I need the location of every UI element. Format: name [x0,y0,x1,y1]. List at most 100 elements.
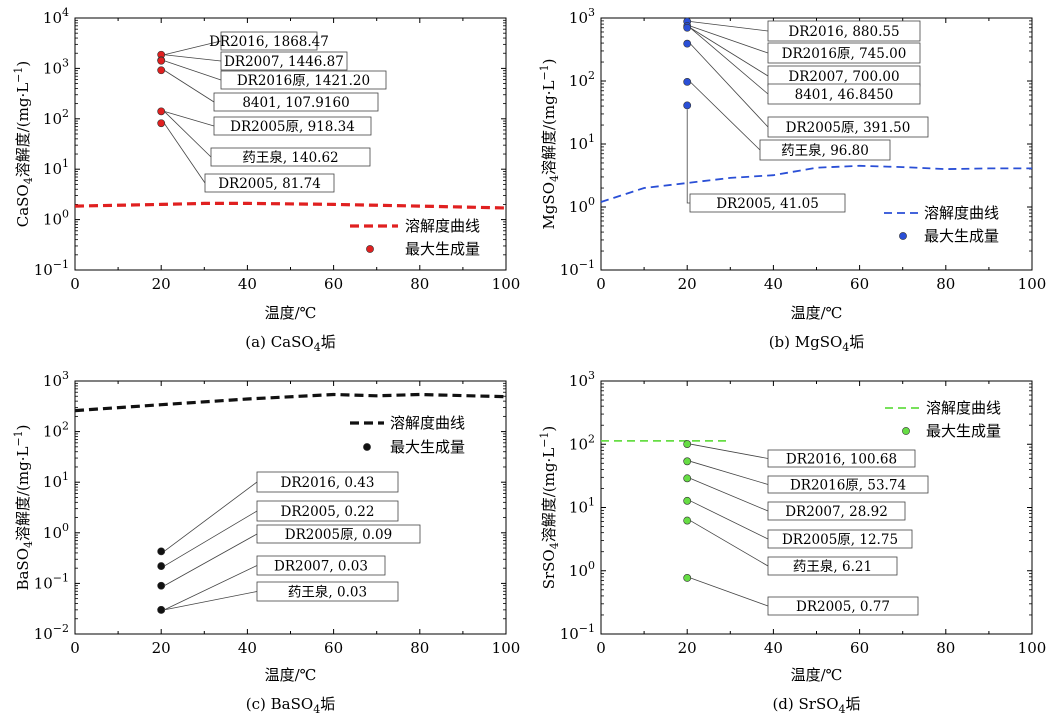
legend-point-swatch [899,232,907,240]
y-tick-base: 10 [569,198,588,216]
y-tick-base: 10 [569,435,588,453]
y-label-sup: −1 [12,67,25,83]
y-tick-label: 103 [569,369,595,390]
y-tick-exponent: 3 [62,56,69,69]
caption-post: 垢 [846,695,861,713]
annotation-label: 药王泉, 96.80 [781,142,869,159]
x-tick-label: 0 [70,275,80,293]
data-point [157,119,166,128]
annotation-label: DR2005原, 918.34 [230,119,355,135]
leader-line [163,69,215,103]
annotation-box [256,471,399,493]
y-label-post: ) [540,58,558,64]
x-tick-label: 80 [410,639,429,657]
leader-line [686,109,690,204]
annotation-box [256,524,421,544]
data-point [157,66,166,75]
leader-line [690,477,769,512]
leader-line [689,27,769,77]
x-axis-label: 温度/℃ [791,304,843,322]
y-tick-base: 10 [569,72,588,90]
legend-point-swatch [366,245,374,253]
x-tick-label: 20 [678,275,697,293]
annotation-label: DR2007, 0.03 [274,559,368,575]
y-label-sub: 4 [22,177,35,184]
y-tick-label: 10−1 [560,622,595,643]
leader-line [164,565,258,611]
panel-caption: (c) BaSO4垢 [246,695,335,714]
y-tick-label: 103 [43,56,69,77]
leader-line [163,122,206,184]
data-point [683,574,692,582]
y-tick-label: 100 [569,195,595,216]
y-tick-label: 100 [43,208,69,229]
data-point [683,496,692,505]
y-label-mid: 溶解度/(mg·L [540,81,558,175]
legend-line-label: 溶解度曲线 [926,399,1001,417]
annotation-box [767,501,906,521]
annotation-box [767,556,898,576]
leader-line [164,591,258,611]
y-tick-exponent: 3 [588,6,595,19]
x-tick-label: 100 [492,275,521,293]
y-tick-label: 100 [569,559,595,580]
annotation-box [767,20,921,42]
leader-line [163,481,258,552]
annotation-label: DR2016原, 1421.20 [237,73,370,89]
annotation-label: 药王泉, 6.21 [793,558,872,575]
data-point [157,581,166,590]
y-axis-label: MgSO4溶解度/(mg·L−1) [538,58,561,229]
y-tick-exponent: −1 [579,622,595,635]
annotation-box [213,92,379,112]
legend-line-label: 溶解度曲线 [924,204,999,222]
leader-line [690,460,769,485]
annotation-box [210,147,371,167]
y-tick-exponent: −1 [53,571,69,584]
y-label-post: ) [540,426,558,432]
annotation-box [767,529,913,549]
y-label-sub: 4 [22,541,35,548]
leader-line [163,111,212,158]
y-tick-label: 104 [43,6,69,27]
annotation-label: DR2016, 880.55 [788,24,899,40]
y-tick-base: 10 [560,625,579,643]
annotation-box [256,500,399,522]
y-tick-base: 10 [569,372,588,390]
solubility-curve [74,392,507,413]
y-label-pre: MgSO [540,182,558,230]
y-tick-exponent: 1 [62,470,69,483]
data-point [683,440,692,448]
annotation-box [204,173,335,193]
annotation-box [767,449,916,468]
y-tick-base: 10 [43,110,62,128]
annotation-label: 8401, 107.9160 [242,95,349,111]
caption-pre: (a) CaSO [245,333,313,351]
leader-line [164,533,258,587]
annotation-box [256,555,386,576]
y-tick-label: 103 [43,369,69,390]
x-tick-label: 60 [324,275,343,293]
annotation-box [213,116,372,136]
annotation-box [220,31,318,51]
annotation-box [220,70,387,90]
y-tick-label: 100 [43,521,69,542]
caption-sub: 4 [313,703,320,714]
x-tick-label: 100 [492,639,521,657]
y-tick-label: 10−1 [34,258,69,279]
x-tick-label: 100 [1018,275,1047,293]
y-tick-label: 101 [569,496,595,517]
y-tick-label: 102 [569,69,595,90]
y-tick-exponent: 0 [588,559,595,572]
caption-sub: 4 [842,341,849,354]
x-tick-label: 60 [850,275,869,293]
y-tick-exponent: −2 [53,622,69,635]
chart-panel-4: 0 20 40 60 80 10010−1100101102103温度/℃SrSO4溶解度… [538,369,1046,714]
annotation-box [767,596,919,616]
leader-line [164,54,222,62]
y-tick-exponent: 2 [62,420,69,433]
annotation-label: DR2005原, 391.50 [786,120,911,136]
y-tick-base: 10 [569,135,588,153]
panel-caption: (b) MgSO4垢 [769,333,865,354]
leader-line [164,40,222,56]
